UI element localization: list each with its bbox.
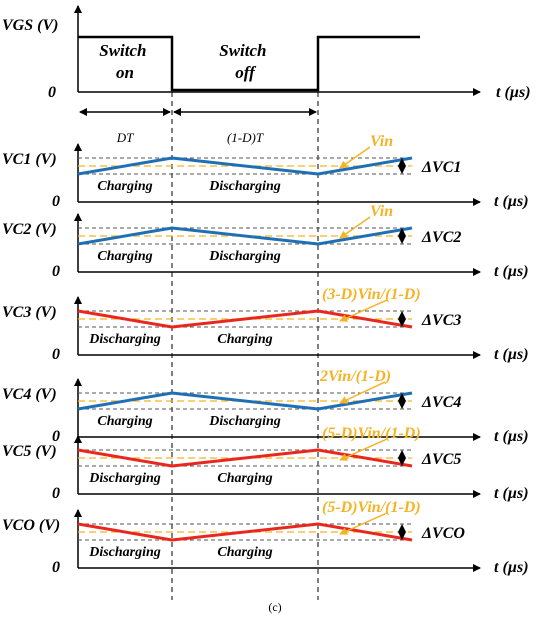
panel-c3-delta-label: ΔVC3 <box>421 312 461 329</box>
panel-co-axis-label: VCO (V) <box>2 517 60 534</box>
panel-c5: VC5 (V)0 t (µs)Discharging ChargingΔVC5(5-… <box>2 425 529 502</box>
vgs-pulse <box>78 35 420 92</box>
panel-c3-avg-pointer <box>339 299 388 322</box>
switch-on-label-2: on <box>116 63 134 82</box>
panel-c1-avg-label: Vin <box>370 133 393 150</box>
dt-label: DT <box>116 130 134 145</box>
panel-c1-phase1-label: Charging <box>97 179 152 194</box>
panel-c3-axis-label: VC3 (V) <box>2 304 57 321</box>
panel-co-time-label: t (µs) <box>494 559 529 576</box>
panel-c2-phase2-label: Discharging <box>208 249 281 264</box>
figure-caption: (c) <box>268 600 281 614</box>
panel-c3-phase2-label: Charging <box>217 332 272 347</box>
panel-c2-zero-label: 0 <box>52 263 60 280</box>
panel-c3-time-label: t (µs) <box>494 346 529 363</box>
panel-co-waveform <box>77 522 413 542</box>
panel-c2-time-label: t (µs) <box>494 263 529 280</box>
panel-c1-zero-label: 0 <box>52 193 60 210</box>
panel-c1-avg-pointer <box>339 146 371 169</box>
panel-c5-zero-label: 0 <box>52 485 60 502</box>
vgs-axis-label: VGS (V) <box>2 17 58 34</box>
panel-co-delta-label: ΔVCO <box>421 525 465 542</box>
panel-c1-axis-label: VC1 (V) <box>2 151 57 168</box>
panel-c5-avg-label: (5-D)Vin/(1-D) <box>322 425 421 442</box>
panel-c5-phase2-label: Charging <box>217 471 272 486</box>
panel-c1-waveform <box>77 156 413 176</box>
panel-c5-waveform <box>77 448 413 468</box>
switch-off-label: Switch <box>219 41 266 60</box>
panel-c4: VC4 (V) 0 t (µs) Charging Discharging ΔVC4 2Vi… <box>2 368 529 445</box>
panel-c4-zero-label: 0 <box>52 428 60 445</box>
panel-c2-avg-pointer <box>339 216 371 239</box>
panel-c3: VC3 (V) 0 t (µs) Discharging Charging ΔVC3(3-… <box>2 286 529 363</box>
panel-c3-zero-label: 0 <box>52 346 60 363</box>
capacitor-panels: VC1 (V) 0 t (µs) Charging Discharging ΔVC1 Vin… <box>2 133 529 576</box>
panel-co-avg-label: (5-D)Vin/(1-D) <box>322 499 421 516</box>
vgs-time-label: t (µs) <box>496 84 531 101</box>
svg-text:Switch on: Switch on <box>99 41 151 82</box>
one-minus-d-t-label: (1-D)T <box>227 130 264 145</box>
switch-on-label: Switch <box>99 41 146 60</box>
panel-c2-delta-label: ΔVC2 <box>421 229 461 246</box>
panel-co-phase2-label: Charging <box>217 545 272 560</box>
panel-co-avg-pointer <box>339 512 388 535</box>
panel-c3-phase1-label: Discharging <box>88 332 161 347</box>
panel-c1-time-label: t (µs) <box>494 193 529 210</box>
panel-c5-axis-label: VC5 (V) <box>2 443 57 460</box>
panel-c4-avg-label: 2Vin/(1-D) <box>319 368 391 385</box>
panel-c3-waveform <box>77 309 413 329</box>
panel-c3-avg-label: (3-D)Vin/(1-D) <box>322 286 421 303</box>
svg-text:Switch off: Switch off <box>219 41 271 82</box>
panel-c2-axis-label: VC2 (V) <box>2 221 57 238</box>
panel-c2-phase1-label: Charging <box>97 249 152 264</box>
panel-c4-time-label: t (µs) <box>494 428 529 445</box>
interval-markers: DT (1-D)T <box>79 108 317 145</box>
panel-co-phase1-label: Discharging <box>88 545 161 560</box>
panel-c2-avg-label: Vin <box>370 203 393 220</box>
switch-off-label-2: off <box>235 63 257 82</box>
panel-c5-avg-pointer <box>339 438 388 461</box>
vgs-zero-label: 0 <box>48 84 56 101</box>
panel-c4-avg-pointer <box>339 381 386 404</box>
panel-c5-time-label: t (µs) <box>494 485 529 502</box>
panel-c5-phase1-label: Discharging <box>88 471 161 486</box>
panel-c4-delta-label: ΔVC4 <box>421 394 461 411</box>
panel-c5-delta-label: ΔVC5 <box>421 451 461 468</box>
panel-co-zero-label: 0 <box>52 559 60 576</box>
panel-c1: VC1 (V) 0 t (µs) Charging Discharging ΔVC1 Vin <box>2 133 529 210</box>
vgs-panel: VGS (V) 0 t (µs) Switch on Switch off <box>2 5 531 101</box>
panel-c2-waveform <box>77 226 413 246</box>
panel-c1-phase2-label: Discharging <box>208 179 281 194</box>
panel-co: VCO (V) 0 t (µs) Discharging Charging ΔVCO(5-… <box>2 499 529 576</box>
panel-c4-phase1-label: Charging <box>97 414 152 429</box>
panel-c2: VC2 (V) 0 t (µs) Charging Discharging ΔVC2 Vin <box>2 203 529 280</box>
panel-c1-delta-label: ΔVC1 <box>421 159 461 176</box>
panel-c4-phase2-label: Discharging <box>208 414 281 429</box>
panel-c4-axis-label: VC4 (V) <box>2 386 57 403</box>
panel-c4-waveform <box>77 391 413 411</box>
